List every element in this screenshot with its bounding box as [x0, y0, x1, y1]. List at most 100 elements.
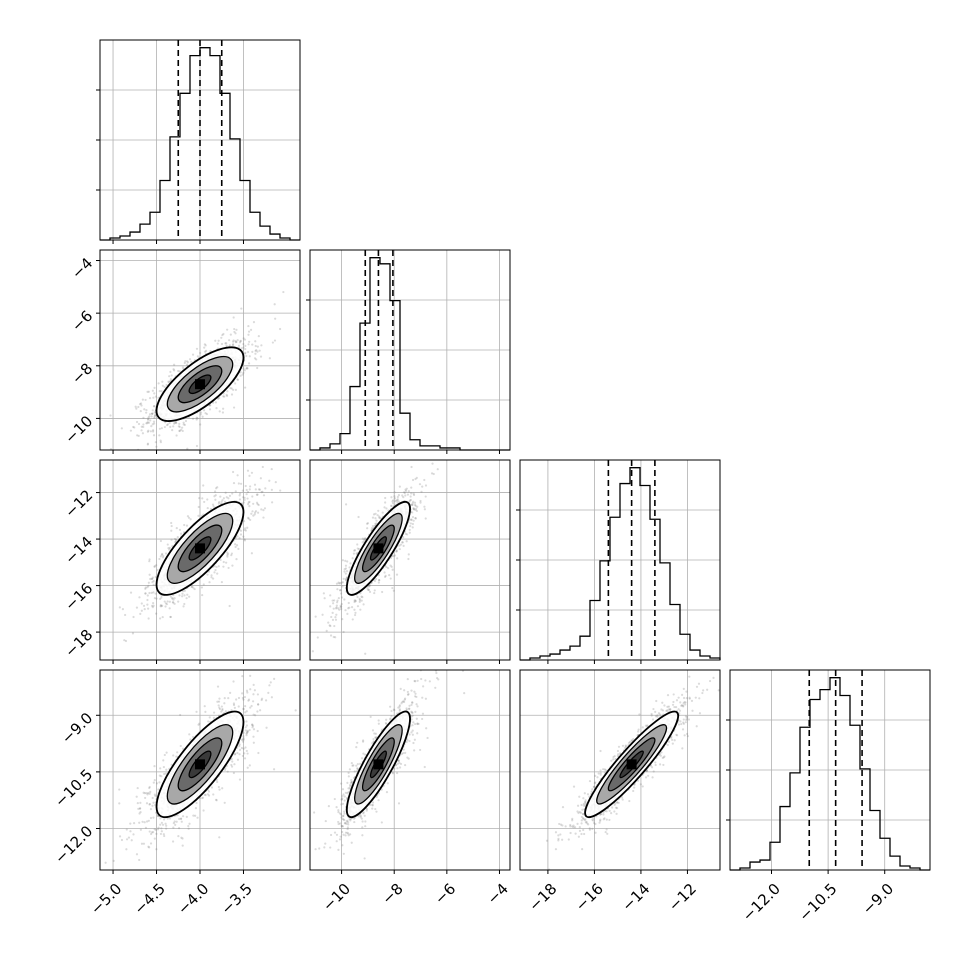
- sample-point: [170, 538, 173, 541]
- sample-point: [335, 601, 339, 604]
- sample-point: [190, 585, 193, 589]
- sample-point: [138, 403, 142, 406]
- sample-point: [163, 600, 166, 603]
- sample-point: [411, 503, 414, 506]
- sample-point: [359, 608, 362, 611]
- sample-point: [412, 492, 415, 495]
- sample-point: [253, 357, 257, 360]
- sample-point: [271, 341, 274, 344]
- sample-point: [250, 471, 254, 474]
- sample-point: [147, 607, 150, 610]
- sample-point: [178, 594, 181, 597]
- sample-point: [395, 550, 398, 553]
- sample-point: [408, 499, 412, 502]
- panel-frame: [519, 459, 721, 661]
- sample-point: [340, 596, 344, 599]
- sample-point: [153, 411, 156, 414]
- sample-point: [392, 554, 395, 558]
- sample-point: [347, 601, 350, 605]
- sample-point: [376, 514, 379, 517]
- sample-point: [140, 429, 143, 432]
- sample-point: [353, 549, 357, 552]
- sample-point: [218, 396, 221, 400]
- sample-point: [273, 339, 277, 342]
- sample-point: [353, 549, 356, 552]
- sample-point: [147, 416, 150, 419]
- sample-point: [148, 591, 151, 595]
- sample-point: [408, 500, 411, 503]
- sample-point: [157, 396, 160, 400]
- sample-point: [341, 581, 344, 584]
- sample-point: [228, 494, 232, 497]
- sample-point: [160, 604, 163, 608]
- sample-point: [378, 579, 381, 582]
- sample-point: [345, 578, 348, 582]
- sample-point: [190, 360, 193, 363]
- sample-point: [406, 533, 409, 536]
- sample-point: [243, 338, 247, 341]
- sample-point: [150, 412, 154, 415]
- sample-point: [222, 560, 225, 564]
- sample-point: [230, 552, 234, 555]
- sample-point: [339, 589, 342, 592]
- sample-point: [262, 516, 265, 519]
- sample-point: [238, 498, 242, 501]
- sample-point: [75, 483, 77, 485]
- sample-point: [212, 505, 215, 508]
- sample-point: [210, 576, 213, 579]
- sample-point: [228, 604, 231, 608]
- sample-point: [161, 615, 164, 619]
- sample-point: [420, 490, 423, 493]
- sample-point: [314, 615, 317, 618]
- sample-point: [361, 596, 364, 599]
- sample-point: [166, 600, 169, 603]
- sample-point: [217, 700, 221, 703]
- sample-point: [161, 556, 165, 559]
- sample-point: [216, 700, 219, 703]
- sample-point: [329, 624, 332, 628]
- sample-point: [181, 426, 184, 429]
- sample-point: [260, 491, 263, 494]
- sample-point: [358, 599, 362, 602]
- sample-point: [219, 495, 222, 498]
- sample-point: [149, 842, 153, 845]
- sample-point: [401, 494, 404, 497]
- sample-point: [243, 352, 247, 355]
- sample-point: [144, 398, 147, 402]
- sample-point: [254, 352, 257, 355]
- sample-point: [189, 738, 192, 741]
- sample-point: [256, 511, 260, 514]
- sample-point: [385, 565, 388, 569]
- sample-point: [411, 501, 414, 505]
- sample-point: [195, 710, 198, 713]
- sample-point: [203, 343, 206, 346]
- sample-point: [246, 497, 249, 500]
- sample-point: [167, 381, 170, 384]
- sample-point: [366, 587, 369, 590]
- sample-point: [173, 537, 176, 541]
- sample-point: [132, 822, 136, 825]
- sample-point: [146, 390, 149, 394]
- sample-point: [155, 782, 159, 785]
- sample-point: [366, 522, 370, 525]
- sample-point: [239, 533, 243, 536]
- sample-point: [323, 597, 326, 600]
- sample-point: [394, 500, 397, 503]
- sample-point: [232, 388, 235, 391]
- sample-point: [346, 560, 349, 563]
- sample-point: [135, 407, 138, 410]
- sample-point: [247, 503, 250, 506]
- sample-point: [231, 343, 235, 346]
- sample-point: [244, 351, 247, 354]
- sample-point: [142, 425, 145, 429]
- sample-point: [248, 500, 251, 504]
- sample-point: [385, 507, 388, 510]
- sample-point: [153, 597, 156, 600]
- sample-point: [142, 423, 145, 426]
- sample-point: [278, 327, 282, 331]
- sample-point: [234, 339, 237, 343]
- sample-point: [263, 507, 267, 510]
- sample-point: [404, 488, 407, 491]
- sample-point: [431, 462, 434, 465]
- sample-point: [274, 317, 277, 320]
